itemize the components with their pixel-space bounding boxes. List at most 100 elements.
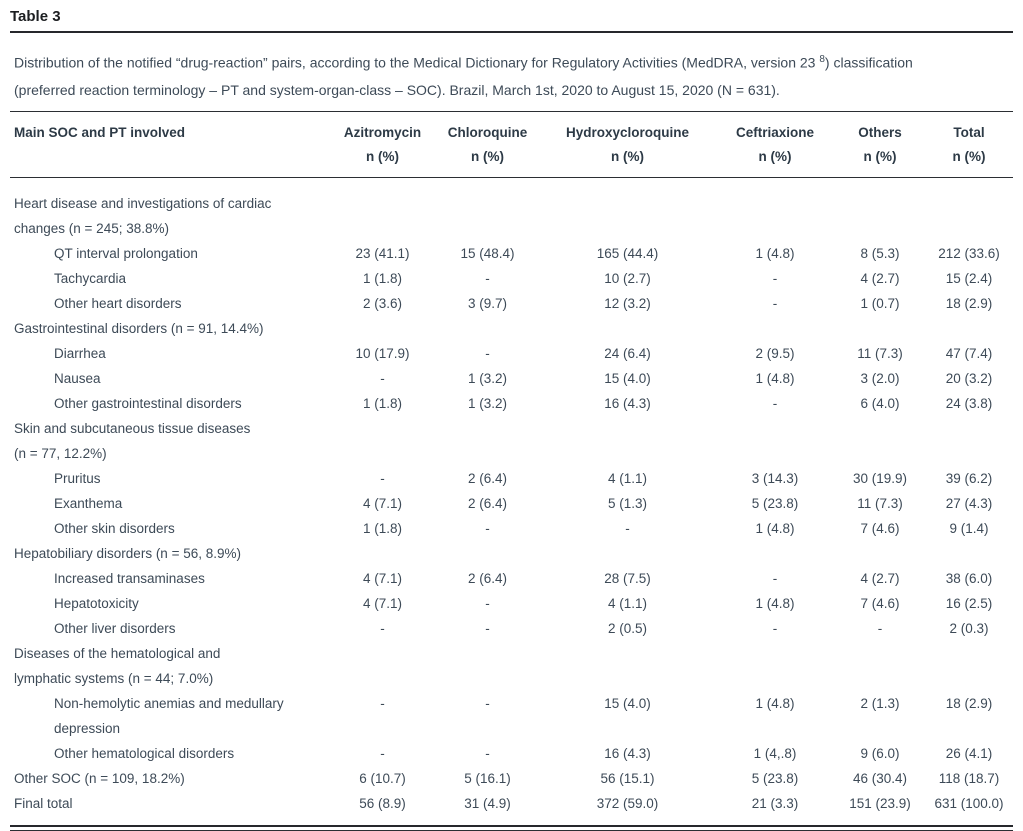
value-cell: 1 (4.8) [755, 595, 795, 611]
column-header-label: Hydroxycloroquine [565, 124, 690, 140]
value-cell: 20 (3.2) [945, 370, 993, 386]
value-cell: - [380, 745, 385, 761]
caption-text: ) classification [824, 54, 913, 71]
value-cell: - [380, 370, 385, 386]
value-cell [435, 541, 540, 566]
table-caption: Distribution of the notified “drug-react… [14, 46, 1009, 104]
value-cell [925, 177, 1013, 241]
value-cell: 56 (15.1) [600, 770, 655, 786]
value-cell [435, 177, 540, 241]
soc-row: Hepatobiliary disorders (n = 56, 8.9%) [10, 541, 1013, 566]
value-cell: 5 (23.8) [751, 770, 799, 786]
caption-reference-superscript: 8 [819, 54, 825, 65]
value-cell: 3 (2.0) [860, 370, 900, 386]
value-cell [435, 316, 540, 341]
value-cell: - [380, 470, 385, 486]
value-cell: 16 (4.3) [604, 745, 651, 761]
row-label: Skin and subcutaneous tissue diseases (n… [14, 420, 251, 461]
column-header-label: Azitromycin [343, 124, 422, 140]
value-cell: - [380, 620, 385, 636]
value-cell: 23 (41.1) [355, 245, 410, 261]
value-cell: 2 (1.3) [860, 695, 900, 711]
value-cell: 372 (59.0) [596, 795, 659, 811]
pt-row: Other liver disorders - - 2 (0.5) - - 2 (0.3) [10, 616, 1013, 641]
value-cell: 16 (4.3) [604, 395, 651, 411]
soc-row: Skin and subcutaneous tissue diseases (n… [10, 416, 1013, 466]
row-label: Diseases of the hematological and lympha… [14, 645, 221, 686]
column-header-label: Others [858, 124, 902, 140]
value-cell: 10 (17.9) [355, 345, 410, 361]
soc-row: Gastrointestinal disorders (n = 91, 14.4… [10, 316, 1013, 341]
value-cell: - [772, 270, 778, 286]
value-cell: 4 (7.1) [362, 495, 403, 511]
value-cell [835, 316, 925, 341]
pt-row: Other skin disorders 1 (1.8) - - 1 (4.8) 7 (4… [10, 516, 1013, 541]
column-header-label: Ceftriaxione [735, 124, 815, 140]
column-header: Ceftriaxione n (%) [715, 111, 835, 178]
row-label: Hepatotoxicity [54, 595, 139, 611]
value-cell: 12 (3.2) [604, 295, 651, 311]
pt-row: Pruritus - 2 (6.4) 4 (1.1) 3 (14.3) 30 (19.9)… [10, 466, 1013, 491]
value-cell: - [772, 570, 778, 586]
value-cell: 24 (6.4) [604, 345, 651, 361]
pt-row: Other gastrointestinal disorders 1 (1.8) 1… [10, 391, 1013, 416]
value-cell: 1 (4.8) [755, 370, 795, 386]
value-cell: 26 (4.1) [945, 745, 993, 761]
column-header-sublabel: n (%) [366, 148, 399, 164]
value-cell: 15 (4.0) [604, 370, 651, 386]
row-label: Other liver disorders [54, 620, 176, 636]
row-label: Heart disease and investigations of card… [14, 195, 272, 236]
row-label: Increased transaminases [54, 570, 205, 586]
pt-row: Other heart disorders 2 (3.6) 3 (9.7) 12 (3… [10, 291, 1013, 316]
column-header-label: Main SOC and PT involved [14, 124, 186, 140]
soc-row: Other SOC (n = 109, 18.2%) 6 (10.7) 5 (16.… [10, 766, 1013, 791]
value-cell: - [485, 520, 490, 536]
column-header-sublabel: n (%) [952, 148, 986, 164]
value-cell: 11 (7.3) [857, 495, 903, 511]
pt-row: Hepatotoxicity 4 (7.1) - 4 (1.1) 1 (4.8) 7 (4… [10, 591, 1013, 616]
value-cell: 1 (1.8) [362, 270, 403, 286]
value-cell: 6 (10.7) [359, 770, 406, 786]
row-label: Pruritus [54, 470, 101, 486]
row-label: Nausea [54, 370, 101, 386]
value-cell [540, 416, 715, 466]
soc-row: Diseases of the hematological and lympha… [10, 641, 1013, 691]
value-cell [435, 416, 540, 466]
data-table-wrapper: Main SOC and PT involved Azitromycin n (%)… [10, 110, 1013, 831]
value-cell [715, 316, 835, 341]
table-body: Heart disease and investigations of card… [10, 177, 1013, 826]
value-cell [715, 177, 835, 241]
row-label: Other hematological disorders [54, 745, 235, 761]
column-header-label: Total [953, 124, 985, 140]
row-label: Other skin disorders [54, 520, 175, 536]
value-cell [330, 177, 435, 241]
pt-row: Tachycardia 1 (1.8) - 10 (2.7) - 4 (2.7) 15 (2… [10, 266, 1013, 291]
row-label: Non-hemolytic anemias and medullary depr… [54, 695, 284, 736]
value-cell: - [625, 520, 630, 536]
value-cell: 1 (4.8) [755, 520, 795, 536]
pt-row: Non-hemolytic anemias and medullary depr… [10, 691, 1013, 741]
soc-row: Heart disease and investigations of card… [10, 177, 1013, 241]
row-label: Tachycardia [54, 270, 127, 286]
value-cell: 1 (3.2) [467, 370, 508, 386]
value-cell: 16 (2.5) [945, 595, 993, 611]
value-cell: 1 (4,.8) [753, 745, 797, 761]
value-cell [715, 641, 835, 691]
value-cell: 7 (4.6) [860, 595, 900, 611]
value-cell: 165 (44.4) [596, 245, 659, 261]
value-cell [330, 416, 435, 466]
column-header: Chloroquine n (%) [435, 111, 540, 178]
value-cell: 118 (18.7) [938, 770, 1000, 786]
value-cell: 631 (100.0) [934, 795, 1004, 811]
value-cell [925, 316, 1013, 341]
value-cell [435, 641, 540, 691]
value-cell: 18 (2.9) [945, 695, 993, 711]
value-cell: 6 (4.0) [860, 395, 900, 411]
column-header-label: Chloroquine [447, 124, 528, 140]
row-label: Other heart disorders [54, 295, 182, 311]
column-header-sublabel: n (%) [611, 148, 644, 164]
value-cell: - [485, 595, 490, 611]
value-cell: 18 (2.9) [945, 295, 993, 311]
value-cell [330, 316, 435, 341]
value-cell: 1 (1.8) [362, 520, 403, 536]
